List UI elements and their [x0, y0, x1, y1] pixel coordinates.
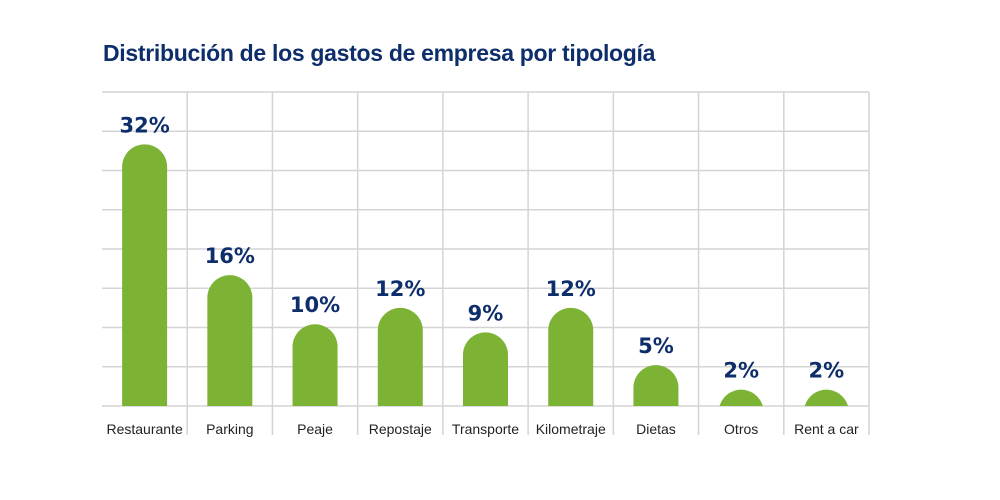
chart-title: Distribución de los gastos de empresa po… — [103, 40, 656, 66]
category-label: Rent a car — [794, 421, 859, 437]
bar-dietas — [633, 365, 679, 406]
data-label: 2% — [809, 359, 845, 383]
data-label: 2% — [723, 359, 759, 383]
bar-restaurante — [122, 144, 168, 406]
bar-rent-a-car — [804, 389, 849, 406]
bar-parking — [207, 275, 253, 406]
category-label: Peaje — [297, 421, 333, 437]
bar-repostaje — [377, 307, 423, 406]
data-label: 16% — [205, 244, 255, 268]
category-label: Transporte — [452, 421, 519, 437]
data-label: 5% — [638, 334, 674, 358]
bar-transporte — [463, 332, 508, 406]
data-label: 12% — [375, 277, 425, 301]
category-label: Parking — [206, 421, 253, 437]
bar-otros — [719, 389, 763, 406]
bar-peaje — [292, 324, 338, 406]
category-label: Dietas — [636, 421, 676, 437]
data-label: 9% — [468, 301, 504, 325]
bar-kilometraje — [548, 307, 594, 406]
category-label: Kilometraje — [536, 421, 606, 437]
category-label: Restaurante — [106, 421, 182, 437]
category-label: Otros — [724, 421, 758, 437]
data-label: 12% — [546, 277, 596, 301]
data-label: 10% — [290, 293, 340, 317]
category-label: Repostaje — [369, 421, 432, 437]
data-label: 32% — [119, 113, 169, 137]
